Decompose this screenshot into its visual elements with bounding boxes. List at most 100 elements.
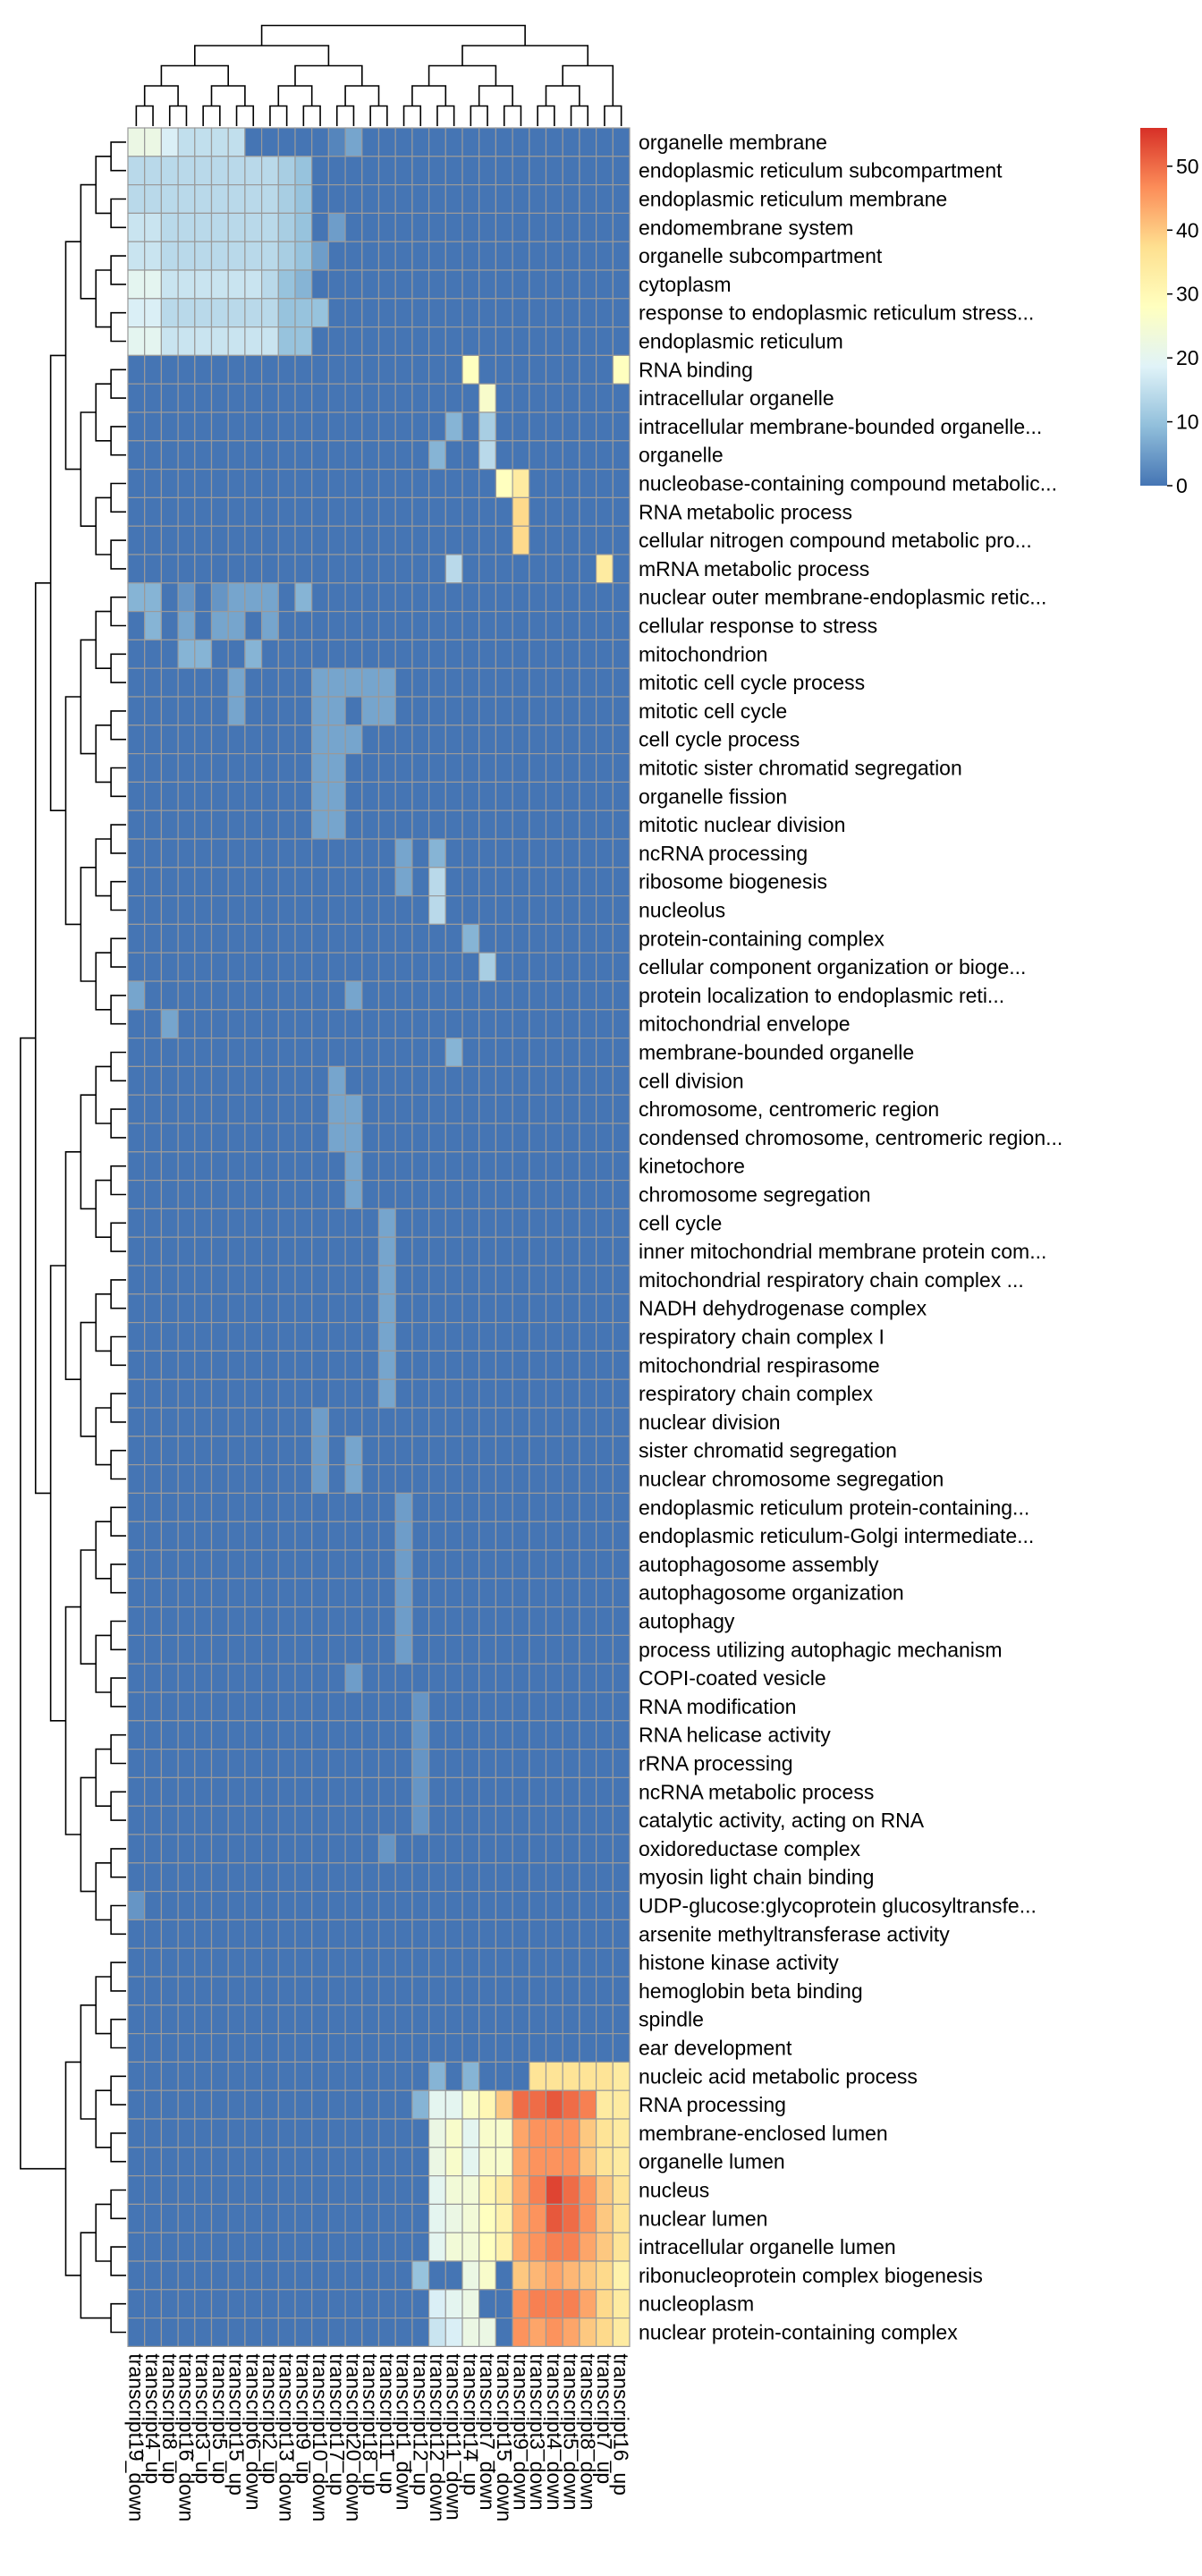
heatmap-cell <box>478 1919 497 1949</box>
heatmap-cell <box>244 696 263 726</box>
heatmap-cell <box>177 298 196 328</box>
heatmap-cell <box>545 554 563 584</box>
heatmap-cell <box>512 326 530 357</box>
heatmap-cell <box>411 1834 430 1864</box>
heatmap-cell <box>244 610 263 640</box>
heatmap-cell <box>545 298 563 328</box>
heatmap-cell <box>244 1321 263 1352</box>
heatmap-cell <box>160 1691 179 1722</box>
heatmap-cell <box>277 667 296 698</box>
heatmap-cell <box>261 867 279 897</box>
heatmap-cell <box>261 1350 279 1380</box>
heatmap-cell <box>261 127 279 157</box>
heatmap-cell <box>562 1265 580 1295</box>
dendrogram-branch <box>110 255 126 285</box>
heatmap-cell <box>227 752 246 783</box>
heatmap-cell <box>579 2004 597 2035</box>
heatmap-cell <box>227 1634 246 1665</box>
heatmap-cell <box>311 952 330 982</box>
heatmap-cell <box>579 1378 597 1409</box>
heatmap-cell <box>160 2061 179 2091</box>
heatmap-cell <box>394 525 413 555</box>
heatmap-cell <box>127 639 146 669</box>
heatmap-cell <box>411 1236 430 1267</box>
column-label: transcript20_down <box>343 2353 366 2521</box>
heatmap-cell <box>361 2260 380 2291</box>
heatmap-cell <box>377 1634 396 1665</box>
heatmap-cell <box>361 2318 380 2348</box>
heatmap-cell <box>244 1350 263 1380</box>
heatmap-cell <box>612 2061 631 2091</box>
heatmap-cell <box>194 1834 213 1864</box>
heatmap-cell <box>478 2033 497 2063</box>
heatmap-cell <box>144 1463 162 1494</box>
heatmap-cell <box>595 610 614 640</box>
heatmap-cell <box>579 212 597 242</box>
heatmap-cell <box>495 1065 513 1096</box>
heatmap-cell <box>377 2147 396 2177</box>
heatmap-cell <box>562 1521 580 1551</box>
heatmap-cell <box>595 724 614 755</box>
heatmap-cell <box>478 1976 497 2006</box>
heatmap-cell <box>277 867 296 897</box>
heatmap-cell <box>227 525 246 555</box>
heatmap-cell <box>361 2203 380 2233</box>
heatmap-cell <box>595 2004 614 2035</box>
row-label: mitotic sister chromatid segregation <box>639 757 962 780</box>
heatmap-cell <box>177 2203 196 2233</box>
heatmap-cell <box>261 1236 279 1267</box>
heatmap-cell <box>512 1776 530 1807</box>
heatmap-cell <box>512 2004 530 2035</box>
dendrogram-branch <box>95 1407 112 1466</box>
heatmap-cell <box>277 809 296 840</box>
heatmap-cell <box>327 2061 346 2091</box>
heatmap-cell <box>361 1521 380 1551</box>
heatmap-cell <box>294 1037 313 1067</box>
heatmap-cell <box>478 468 497 498</box>
dendrogram-branch <box>461 45 589 66</box>
dendrogram-branch <box>95 1862 112 1921</box>
heatmap-cell <box>595 1834 614 1864</box>
heatmap-cell <box>177 809 196 840</box>
heatmap-cell <box>612 1350 631 1380</box>
heatmap-cell <box>177 2147 196 2177</box>
heatmap-cell <box>227 696 246 726</box>
heatmap-cell <box>545 1208 563 1238</box>
heatmap-cell <box>461 838 480 869</box>
heatmap-cell <box>344 1151 363 1182</box>
heatmap-cell <box>562 440 580 470</box>
heatmap-cell <box>194 894 213 925</box>
heatmap-cell <box>444 156 463 186</box>
heatmap-cell <box>261 554 279 584</box>
heatmap-cell <box>478 610 497 640</box>
heatmap-cell <box>411 1720 430 1750</box>
heatmap-cell <box>361 241 380 271</box>
heatmap-cell <box>595 1578 614 1608</box>
heatmap-cell <box>394 1578 413 1608</box>
heatmap-cell <box>512 1009 530 1039</box>
heatmap-cell <box>478 1009 497 1039</box>
heatmap-cell <box>545 1578 563 1608</box>
heatmap-cell <box>194 838 213 869</box>
heatmap-cell <box>311 241 330 271</box>
row-label: mitochondrial envelope <box>639 1013 851 1036</box>
heatmap-cell <box>210 554 229 584</box>
row-label: nuclear chromosome segregation <box>639 1468 944 1491</box>
heatmap-cell <box>461 2318 480 2348</box>
heatmap-cell <box>428 1521 446 1551</box>
heatmap-cell <box>512 411 530 442</box>
heatmap-cell <box>327 1094 346 1124</box>
heatmap-cell <box>344 156 363 186</box>
heatmap-cell <box>478 2004 497 2035</box>
heatmap-cell <box>311 1805 330 1835</box>
heatmap-cell <box>194 1407 213 1437</box>
heatmap-cell <box>127 354 146 385</box>
heatmap-cell <box>495 1492 513 1522</box>
heatmap-cell <box>227 1094 246 1124</box>
row-label: hemoglobin beta binding <box>639 1979 863 2003</box>
heatmap-cell <box>461 2260 480 2291</box>
heatmap-cell <box>261 1862 279 1893</box>
heatmap-cell <box>579 894 597 925</box>
heatmap-cell <box>377 1236 396 1267</box>
heatmap-cell <box>277 582 296 613</box>
